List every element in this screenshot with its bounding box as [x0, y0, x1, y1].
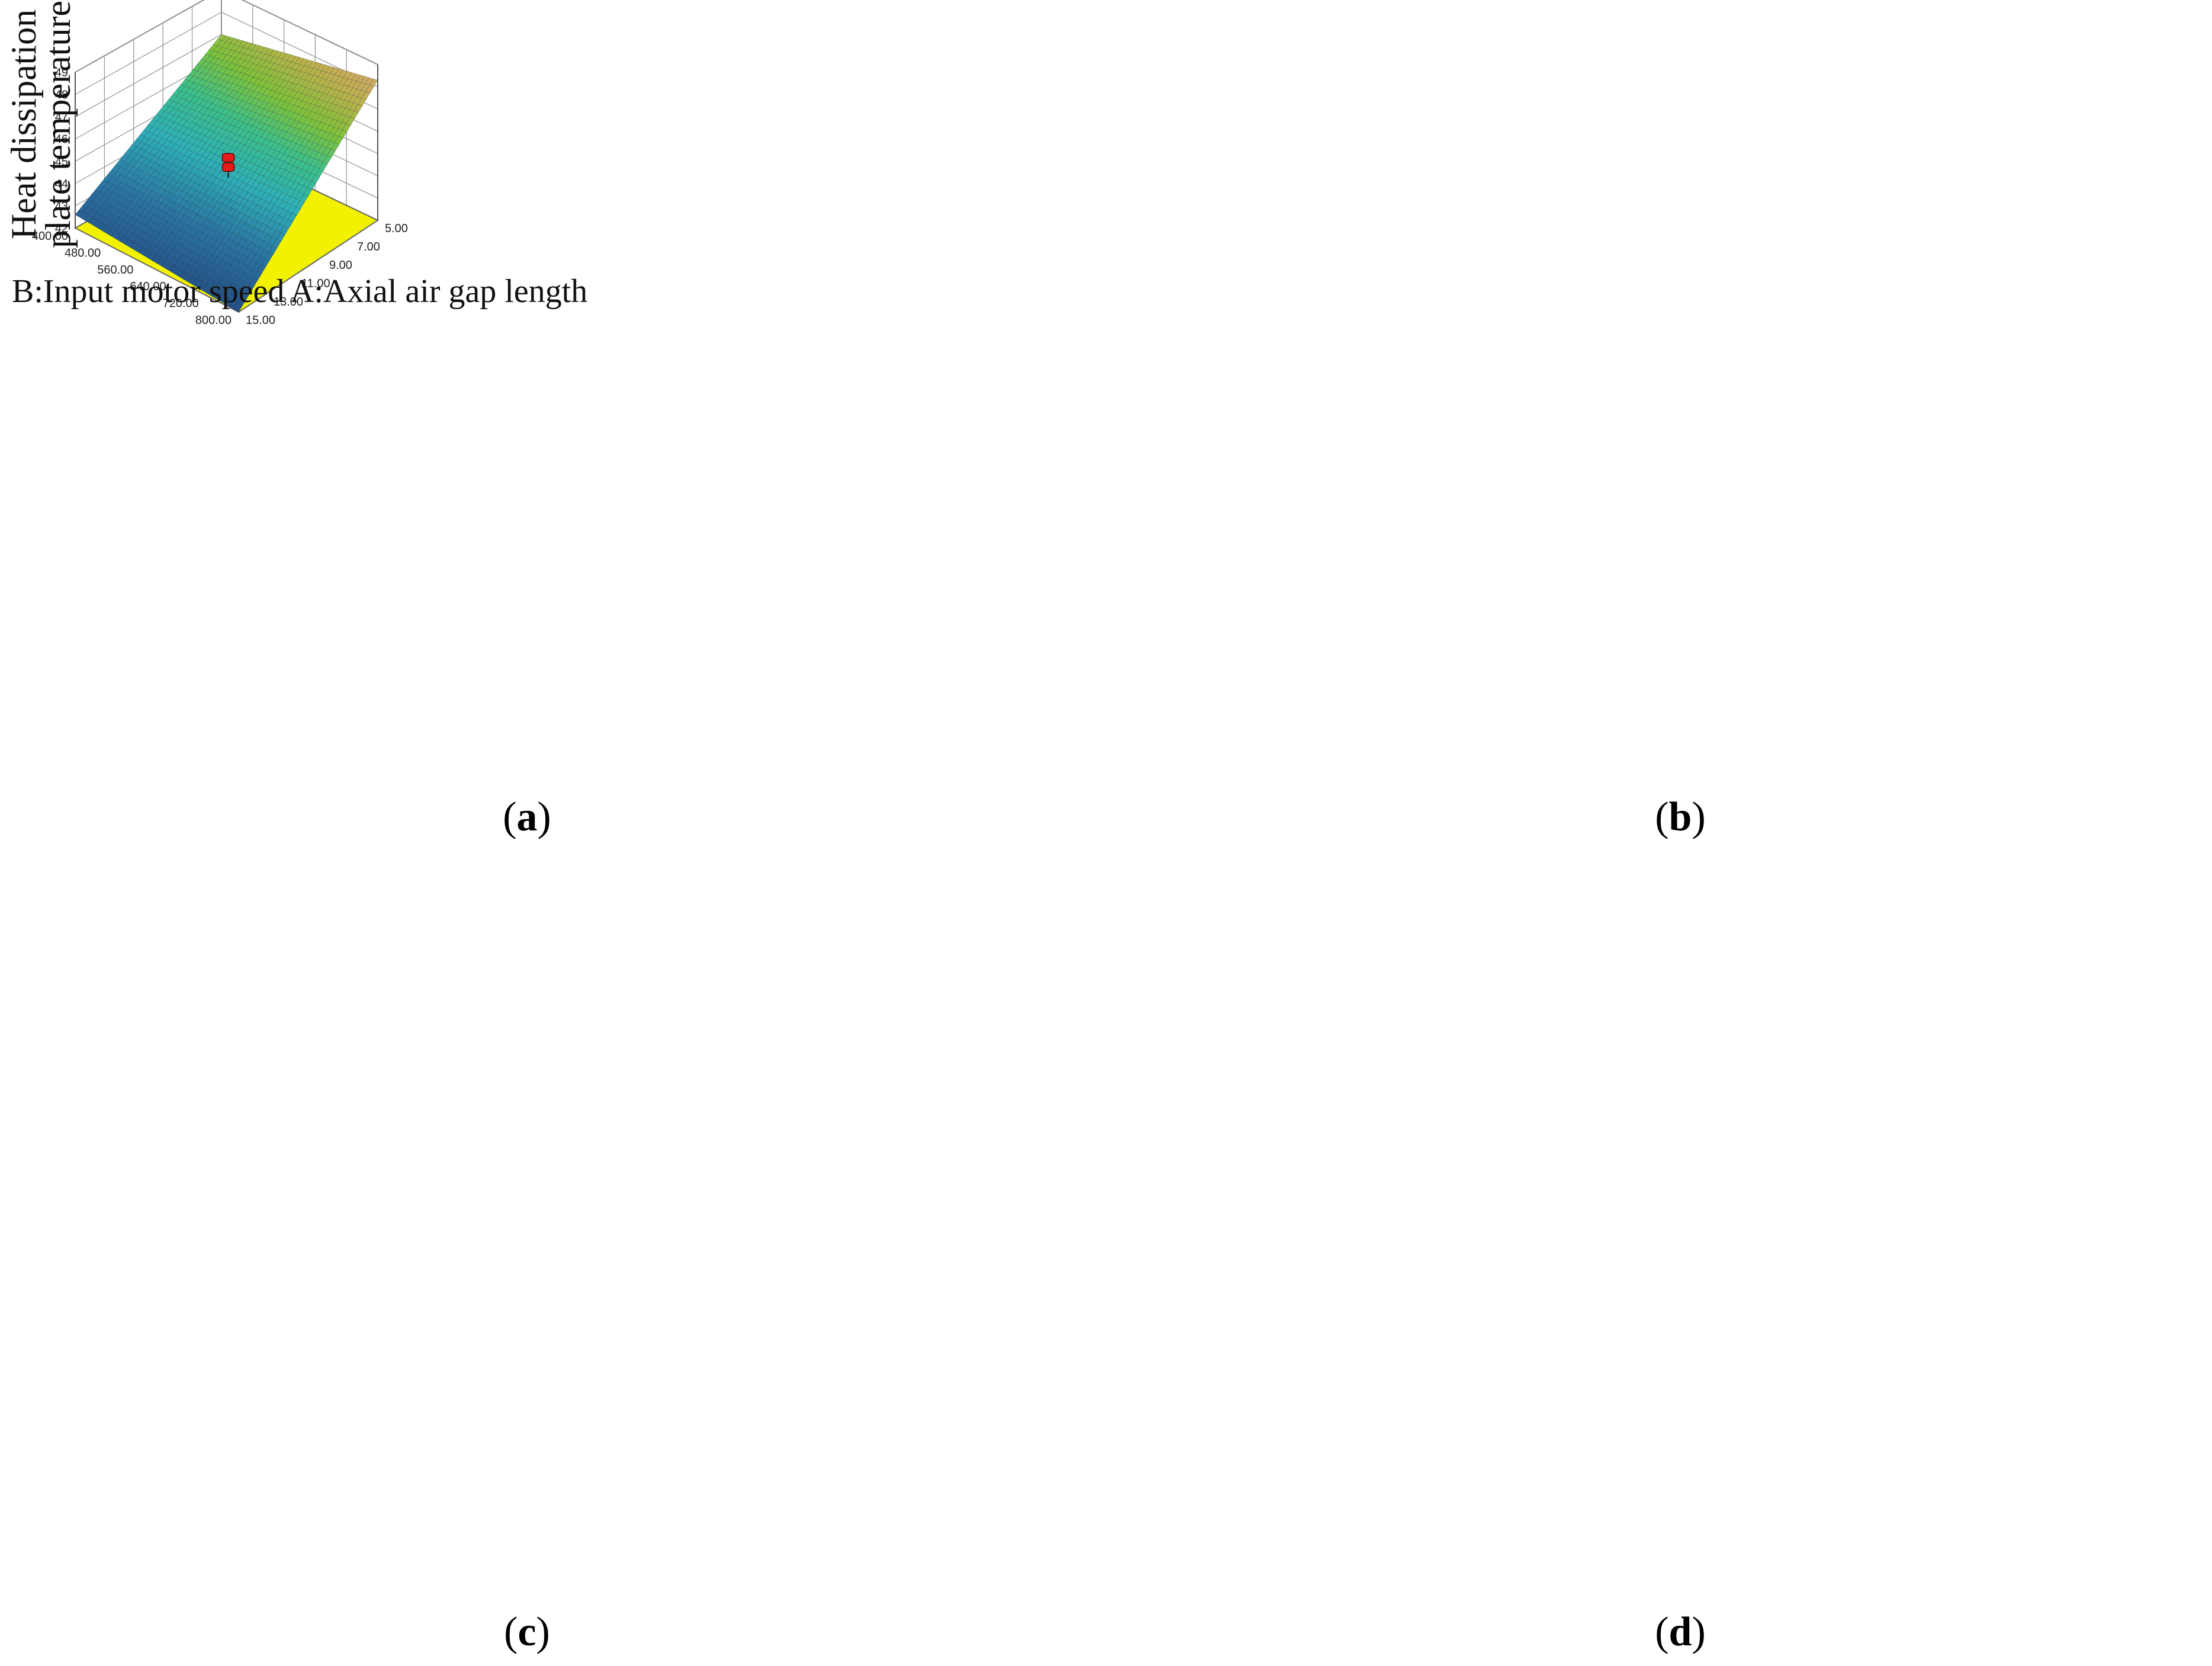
panel-label-c: (c)	[504, 1609, 550, 1655]
y-tick-label: 11.00	[301, 277, 330, 290]
panel-label-a: (a)	[503, 794, 551, 840]
chart-panel-b: 42434445464748495.007.009.0011.0013.0015…	[1106, 0, 2212, 840]
surface-plot-b: 42434445464748495.007.009.0011.0013.0015…	[1106, 0, 2212, 833]
chart-panel-d: 42434445464748498.009.0010.0011.0012.006…	[1106, 833, 2212, 1666]
chart-panel-c: 42434445464748496.007.008.009.0010.00400…	[0, 833, 1106, 1666]
y-tick-label: 5.00	[385, 222, 408, 235]
z-tick-label: 47	[55, 111, 68, 124]
y-tick-label: 13.00	[274, 296, 303, 309]
center-point-marker	[221, 153, 235, 163]
z-tick-label: 45	[55, 155, 68, 168]
wall-gridline	[75, 0, 378, 73]
z-tick-label: 42	[55, 222, 68, 235]
x-axis-title: B:Input motor speed	[12, 273, 284, 310]
response-surface-a	[75, 34, 378, 313]
surface-plot-a: 42 43 44 45 46 47 48 49 400.00 480.00 560.00 640.00…	[4, 0, 587, 327]
y-tick-label: 9.00	[329, 259, 352, 272]
z-axis-title-line2: plate temperature	[38, 1, 78, 248]
z-tick-label: 46	[55, 133, 68, 146]
x-tick-label: 800.00	[195, 314, 232, 327]
surface-cell	[233, 303, 243, 313]
x-tick-label: 400.00	[32, 230, 68, 243]
x-tick-label: 560.00	[97, 264, 133, 277]
z-tick-label: 43	[55, 200, 68, 213]
panel-label-b: (b)	[1655, 794, 1706, 840]
z-axis-title-line1: Heat dissipation	[4, 9, 43, 239]
y-tick-label: 15.00	[246, 314, 275, 327]
center-point-marker	[221, 162, 235, 172]
y-tick-label: 7.00	[357, 240, 380, 253]
z-tick-label: 49	[55, 66, 68, 79]
x-tick-label: 480.00	[65, 246, 101, 259]
z-tick-label: 44	[55, 178, 68, 191]
surface-plot-c: 42434445464748496.007.008.009.0010.00400…	[0, 833, 1106, 1666]
z-tick-label: 48	[55, 89, 68, 102]
x-tick-label: 720.00	[163, 297, 199, 310]
y-axis-title: A:Axial air gap length	[290, 273, 587, 310]
surface-plot-d: 42434445464748498.009.0010.0011.0012.006…	[1106, 833, 2212, 1666]
x-tick-label: 640.00	[130, 280, 166, 293]
chart-panel-a: 42 43 44 45 46 47 48 49 400.00 480.00 560.00 640.00…	[0, 0, 1106, 840]
